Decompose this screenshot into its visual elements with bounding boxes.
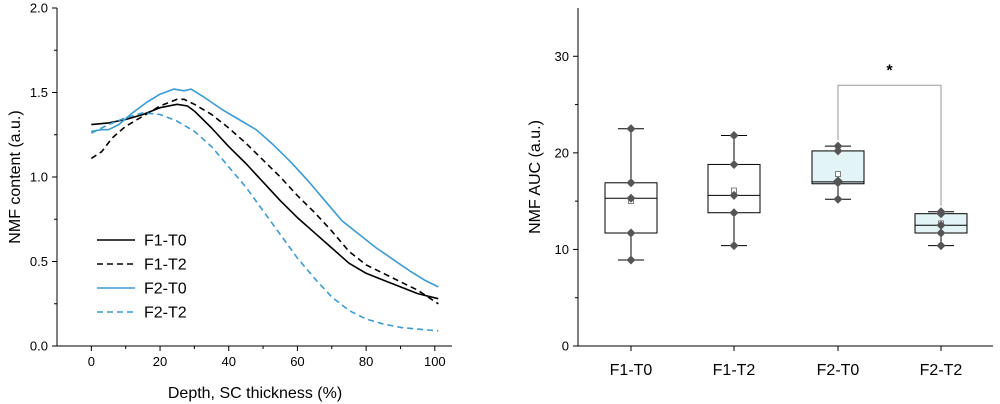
data-point — [729, 159, 739, 169]
x-tick-label: 80 — [359, 354, 373, 369]
data-point — [936, 220, 946, 230]
y-tick-label: 10 — [555, 242, 569, 257]
significance-bracket: * — [837, 62, 942, 206]
x-tick-label: 60 — [290, 354, 304, 369]
y-tick-label: 2.0 — [30, 1, 48, 16]
data-point — [936, 228, 946, 238]
line-chart-panel: 0 20 40 60 80 100 0.0 0.5 1.0 1.5 2.0 Depth, SC th… — [7, 1, 452, 402]
box-plot-panel: * 0 10 20 30 F1-T0 F1-T2 F2-T0 F2-T2 NMF AUC (a… — [527, 8, 993, 379]
x-tick-label: 0 — [88, 354, 95, 369]
line-chart-legend: F1-T0 F1-T2 F2-T0 F2-T2 — [97, 233, 187, 322]
data-point — [729, 190, 739, 200]
data-point — [626, 228, 636, 238]
line-chart-x-axis-title: Depth, SC thickness (%) — [168, 385, 342, 402]
y-tick-label: 1.5 — [30, 85, 48, 100]
box-plot-area: * — [604, 62, 968, 265]
box-f1-t2 — [707, 130, 761, 251]
significance-star: * — [886, 62, 893, 79]
data-point — [833, 194, 843, 204]
bracket-line — [837, 84, 942, 206]
y-tick-label: 0 — [562, 339, 569, 354]
box-plot-y-axis-title: NMF AUC (a.u.) — [527, 120, 544, 234]
x-category-label: F1-T2 — [713, 362, 756, 379]
line-plot-area — [90, 88, 439, 332]
data-point — [626, 124, 636, 134]
data-point — [936, 209, 946, 219]
x-tick-label: 100 — [424, 354, 446, 369]
x-tick-label: 40 — [222, 354, 236, 369]
y-tick-label: 0.0 — [30, 339, 48, 354]
data-point — [626, 193, 636, 203]
x-category-label: F2-T2 — [920, 362, 963, 379]
series-line-f1-t2 — [90, 98, 439, 305]
box-f2-t0 — [811, 141, 865, 204]
data-point — [729, 130, 739, 140]
line-chart-y-axis-title: NMF content (a.u.) — [7, 110, 24, 243]
data-point — [626, 178, 636, 188]
box-f1-t0 — [604, 124, 658, 265]
box-plot-axes: 0 10 20 30 F1-T0 F1-T2 F2-T0 F2-T2 — [555, 8, 993, 379]
legend-label: F2-T2 — [144, 305, 187, 322]
legend-label: F1-T0 — [144, 233, 187, 250]
legend-label: F1-T2 — [144, 257, 187, 274]
x-category-label: F1-T0 — [610, 362, 653, 379]
data-point — [833, 146, 843, 156]
data-point — [833, 141, 843, 151]
legend-label: F2-T0 — [144, 281, 187, 298]
data-point — [833, 178, 843, 188]
y-tick-label: 30 — [555, 49, 569, 64]
data-point — [626, 255, 636, 265]
y-tick-label: 20 — [555, 145, 569, 160]
box-rect — [604, 182, 658, 234]
y-tick-label: 0.5 — [30, 254, 48, 269]
x-tick-label: 20 — [153, 354, 167, 369]
series-line-f1-t0 — [91, 103, 439, 300]
mean-marker — [835, 171, 841, 178]
line-chart-axes: 0 20 40 60 80 100 0.0 0.5 1.0 1.5 2.0 — [30, 1, 452, 369]
x-category-label: F2-T0 — [817, 362, 860, 379]
y-tick-label: 1.0 — [30, 170, 48, 185]
box-f2-t2 — [914, 207, 968, 251]
data-point — [729, 241, 739, 251]
data-point — [729, 208, 739, 218]
series-line-f2-t0 — [91, 88, 439, 288]
data-point — [936, 241, 946, 251]
series-line-f2-t2 — [90, 112, 439, 332]
